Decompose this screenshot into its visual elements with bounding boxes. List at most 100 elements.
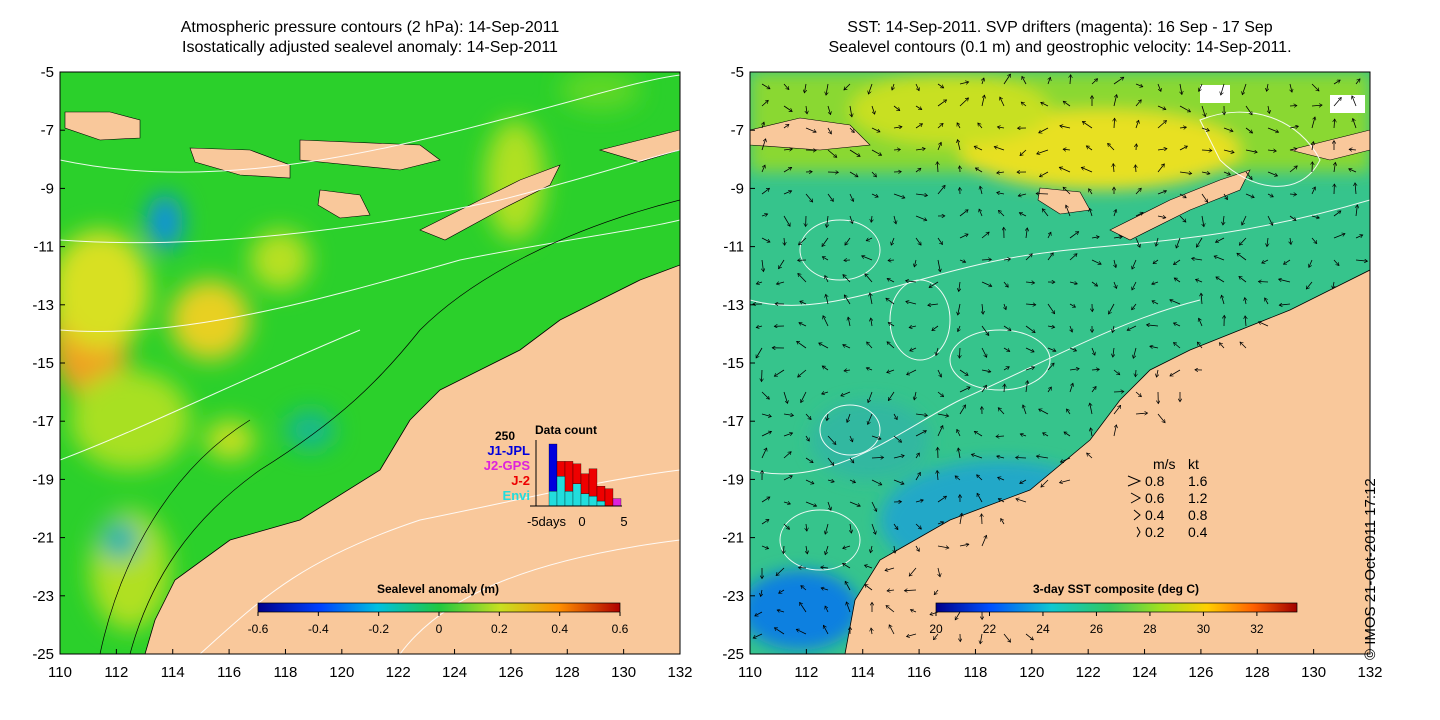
velocity-vector (797, 341, 807, 349)
left-lon-tick-130: 130 (611, 664, 636, 681)
right-lat-tick--25: -25 (722, 646, 744, 663)
velocity-vector (1003, 281, 1008, 287)
sst-colorbar-tick-28: 28 (1143, 622, 1157, 636)
velocity-vector (1199, 83, 1203, 91)
velocity-vector (907, 633, 917, 637)
velocity-vector (994, 147, 1005, 151)
velocity-vector (868, 413, 873, 424)
velocity-vector (821, 588, 829, 590)
velocity-vector (1026, 381, 1028, 393)
velocity-vector (1352, 96, 1357, 107)
velocity-vector (955, 611, 961, 620)
inset-bar-j2-day1 (588, 468, 598, 497)
sst-colorbar-tick-26: 26 (1090, 622, 1104, 636)
inset-bar-envi-day-1 (572, 483, 582, 507)
velocity-vector (1041, 479, 1049, 487)
velocity-vector (850, 215, 853, 224)
velocity-vector (1003, 633, 1011, 642)
velocity-vector (1025, 633, 1033, 640)
velocity-vector (982, 303, 983, 314)
velocity-vector (907, 369, 917, 375)
velocity-vector (822, 237, 829, 247)
velocity-vector (1245, 298, 1246, 305)
velocity-vector (827, 457, 834, 466)
velocity-vector (865, 274, 873, 283)
velocity-vector (998, 408, 1005, 415)
velocity-vector (959, 234, 968, 239)
velocity-vector (1245, 127, 1253, 133)
velocity-vector (975, 168, 983, 173)
velocity-vector (888, 391, 895, 401)
velocity-vector (915, 545, 919, 551)
velocity-vector (1037, 149, 1049, 154)
velocity-vector (934, 589, 939, 595)
velocity-vector (1174, 278, 1181, 283)
velocity-vector (1091, 259, 1101, 264)
velocity-vector (805, 435, 810, 441)
inset-bar-envi-day-3 (556, 476, 566, 507)
velocity-vector (937, 369, 941, 377)
velocity-vector (981, 347, 987, 357)
velocity-vector (761, 214, 768, 216)
right-title-line1: SST: 14-Sep-2011. SVP drifters (magenta)… (847, 19, 1273, 36)
velocity-vector (871, 435, 881, 439)
velocity-vector (1135, 83, 1143, 87)
velocity-vector (1290, 83, 1292, 92)
velocity-vector (1090, 208, 1093, 217)
velocity-vector (959, 98, 969, 107)
velocity-vector (906, 281, 917, 282)
velocity-vector (915, 215, 927, 220)
velocity-vector (1349, 169, 1357, 173)
velocity-vector (1240, 342, 1247, 349)
inset-bar-j2-day0 (580, 473, 590, 494)
right-lat-tick--5: -5 (731, 64, 744, 81)
velocity-vector (977, 493, 983, 503)
left-map-title: Atmospheric pressure contours (2 hPa): 1… (60, 18, 680, 58)
velocity-vector (1355, 235, 1363, 239)
velocity-vector (1223, 215, 1224, 225)
velocity-vector (915, 168, 921, 173)
velocity-vector (806, 105, 807, 114)
velocity-legend-arrow (1127, 475, 1142, 487)
velocity-vector (937, 162, 938, 173)
mission-label-j-2: J-2 (511, 473, 530, 488)
velocity-vector (1267, 83, 1268, 91)
velocity-vector (805, 457, 813, 464)
australia-landmass (60, 264, 680, 654)
velocity-vector (783, 167, 792, 173)
velocity-vector (871, 523, 876, 534)
left-lon-tick-112: 112 (104, 664, 128, 681)
velocity-vector (868, 391, 873, 403)
velocity-vector (937, 426, 943, 437)
velocity-vector (783, 545, 784, 554)
left-lon-tick-118: 118 (273, 664, 297, 681)
velocity-vector (1267, 215, 1273, 225)
velocity-vector (1000, 97, 1005, 107)
velocity-vector (955, 476, 961, 481)
sealevel-colorbar-tick-0.6: 0.6 (612, 622, 629, 636)
velocity-vector (1114, 118, 1115, 129)
anomaly-blobs (60, 72, 640, 630)
velocity-vector (1289, 106, 1297, 107)
cloud-gap (1200, 85, 1230, 103)
velocity-vector (1201, 193, 1208, 202)
velocity-vector (1196, 237, 1203, 247)
velocity-vector (1004, 303, 1006, 310)
left-lat-tick--13: -13 (32, 297, 54, 314)
velocity-vector (1019, 213, 1027, 217)
velocity-vector (827, 149, 837, 157)
velocity-vector (761, 139, 766, 151)
velocity-vector (827, 193, 833, 201)
right-lon-tick-132: 132 (1357, 664, 1382, 681)
velocity-vector (756, 282, 763, 284)
velocity-vector (846, 602, 851, 613)
velocity-vector (871, 479, 882, 485)
velocity-vector (1267, 237, 1268, 247)
inset-bar-envi-day2 (596, 500, 606, 507)
velocity-vector (1091, 281, 1098, 286)
velocity-vector (886, 298, 895, 305)
velocity-vector (827, 435, 836, 445)
velocity-vector (799, 568, 807, 569)
java-island (64, 111, 141, 141)
